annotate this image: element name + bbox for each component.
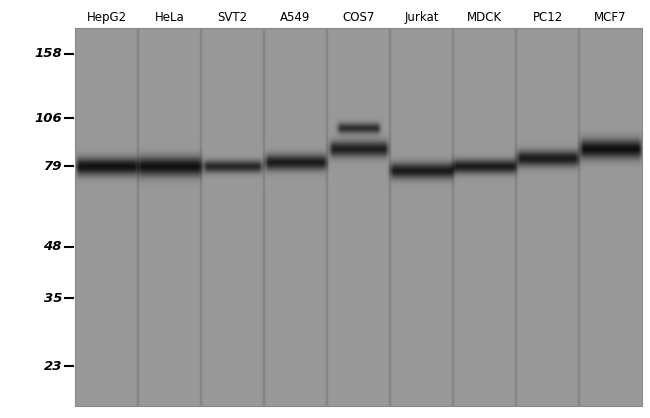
- Text: HeLa: HeLa: [155, 11, 185, 24]
- Text: 23: 23: [44, 360, 62, 373]
- Text: 106: 106: [34, 112, 62, 125]
- Bar: [75, 28, 642, 406]
- Text: HepG2: HepG2: [86, 11, 127, 24]
- Text: COS7: COS7: [343, 11, 374, 24]
- Text: PC12: PC12: [532, 11, 563, 24]
- Text: 79: 79: [44, 160, 62, 173]
- Text: 158: 158: [34, 47, 62, 60]
- Text: SVT2: SVT2: [218, 11, 248, 24]
- Text: A549: A549: [280, 11, 311, 24]
- Text: MDCK: MDCK: [467, 11, 502, 24]
- Text: MCF7: MCF7: [594, 11, 627, 24]
- Text: 35: 35: [44, 292, 62, 305]
- Text: Jurkat: Jurkat: [404, 11, 439, 24]
- Text: 48: 48: [44, 240, 62, 253]
